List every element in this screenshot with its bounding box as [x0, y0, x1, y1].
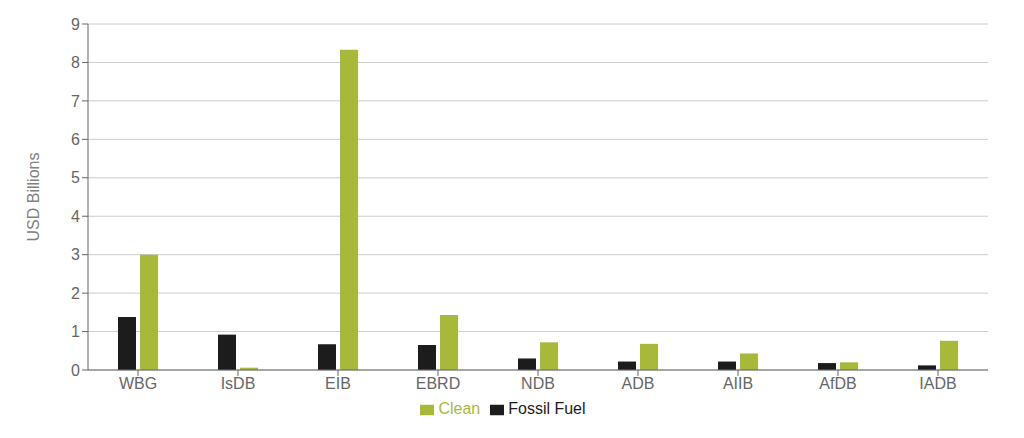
html-text:Clean: Clean [438, 400, 481, 417]
svg-text:0: 0 [71, 362, 80, 379]
svg-text:4: 4 [71, 208, 80, 225]
svg-text:USD Billions: USD Billions [25, 153, 42, 242]
svg-text:6: 6 [71, 131, 80, 148]
svg-text:3: 3 [71, 246, 80, 263]
svg-text:AfDB: AfDB [819, 375, 856, 392]
svg-text:ADB: ADB [622, 375, 655, 392]
svg-text:1: 1 [71, 323, 80, 340]
svg-text:IsDB: IsDB [221, 375, 256, 392]
svg-text:7: 7 [71, 93, 80, 110]
svg-text:WBG: WBG [119, 375, 157, 392]
svg-text:AIIB: AIIB [723, 375, 753, 392]
svg-text:NDB: NDB [521, 375, 555, 392]
svg-text:EBRD: EBRD [416, 375, 460, 392]
html-text:Fossil Fuel: Fossil Fuel [508, 400, 586, 417]
svg-text:EIB: EIB [325, 375, 351, 392]
svg-text:IADB: IADB [919, 375, 956, 392]
svg-text:5: 5 [71, 169, 80, 186]
svg-text:9: 9 [71, 16, 80, 33]
svg-text:8: 8 [71, 54, 80, 71]
svg-text:2: 2 [71, 285, 80, 302]
